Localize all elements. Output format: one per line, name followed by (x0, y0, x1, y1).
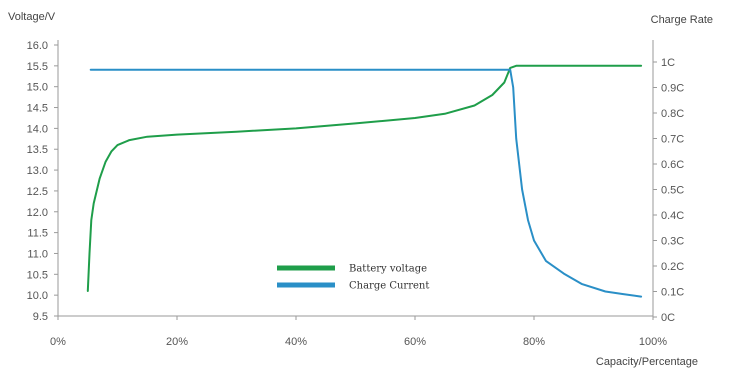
y-right-tick-label: 0.1C (661, 287, 684, 299)
y-right-tick-label: 0.3C (661, 236, 684, 248)
x-tick-label: 100% (639, 336, 667, 348)
legend-swatch (277, 265, 335, 271)
y-left-tick-label: 13.0 (27, 165, 48, 177)
x-tick-label: 0% (50, 336, 66, 348)
y-right-axis-label: Charge Rate (651, 14, 713, 26)
legend: Battery voltage Charge Current (277, 264, 429, 292)
y-left-tick-label: 16.0 (27, 40, 48, 52)
y-right-tick-label: 0.6C (661, 159, 684, 171)
y-left-axis-label: Voltage/V (8, 11, 56, 23)
x-tick-label: 80% (523, 336, 545, 348)
y-right-tick-label: 0.8C (661, 108, 684, 120)
legend-label: Charge Current (349, 281, 429, 292)
x-axis-label: Capacity/Percentage (596, 356, 698, 368)
y-left-tick-label: 15.0 (27, 82, 48, 94)
y-right-tick-label: 0.9C (661, 83, 684, 95)
y-right-tick-label: 0.7C (661, 134, 684, 146)
y-left-tick-label: 11.0 (27, 248, 48, 260)
y-right-tick-label: 1C (661, 57, 675, 69)
y-left-tick-label: 10.0 (27, 290, 48, 302)
labels: 16.0 15.5 15.0 14.5 14.0 13.5 13.0 12.5 12.0 11.5… (8, 11, 713, 368)
y-left-tick-label: 9.5 (33, 311, 48, 323)
axes (54, 40, 657, 320)
x-tick-label: 20% (166, 336, 188, 348)
series-line-battery-voltage (86, 64, 643, 292)
x-tick-label: 40% (285, 336, 307, 348)
y-right-tick-label: 0.2C (661, 261, 684, 273)
y-left-tick-label: 10.5 (27, 269, 48, 281)
y-left-tick-label: 12.0 (27, 207, 48, 219)
y-right-tick-label: 0C (661, 312, 675, 324)
y-right-tick-label: 0.4C (661, 210, 684, 222)
y-left-tick-label: 14.0 (27, 123, 48, 135)
legend-label: Battery voltage (349, 264, 427, 275)
x-tick-label: 60% (404, 336, 426, 348)
series-line-charge-current (89, 68, 643, 298)
series-layer (86, 64, 643, 298)
y-left-tick-label: 15.5 (27, 61, 48, 73)
y-right-tick-label: 0.5C (661, 185, 684, 197)
y-left-tick-label: 13.5 (27, 144, 48, 156)
y-left-tick-label: 11.5 (27, 228, 48, 240)
y-left-tick-label: 14.5 (27, 103, 48, 115)
y-left-tick-label: 12.5 (27, 186, 48, 198)
legend-swatch (277, 282, 335, 288)
